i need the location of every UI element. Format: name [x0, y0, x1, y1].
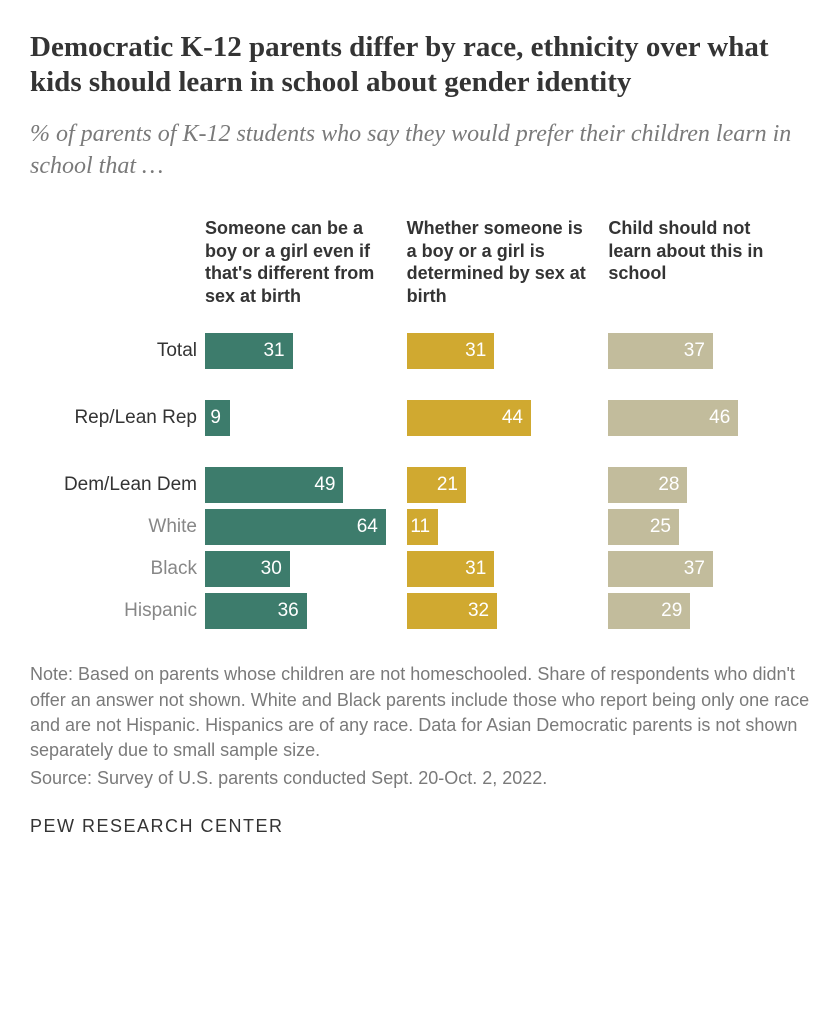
bar: 11 — [407, 509, 438, 545]
row-label: Black — [30, 558, 205, 580]
bar-value: 31 — [465, 558, 486, 580]
row-label: White — [30, 516, 205, 538]
bar: 37 — [608, 333, 713, 369]
bar: 31 — [407, 333, 495, 369]
series-header: Child should not learn about this in sch… — [608, 217, 792, 322]
row-label: Total — [30, 340, 205, 362]
bar-value: 44 — [502, 407, 523, 429]
bar: 31 — [407, 551, 495, 587]
bar: 46 — [608, 400, 738, 436]
bar-value: 31 — [465, 340, 486, 362]
row-label: Hispanic — [30, 600, 205, 622]
series-column: Someone can be a boy or a girl even if t… — [205, 217, 407, 632]
series-header: Someone can be a boy or a girl even if t… — [205, 217, 389, 322]
bar: 28 — [608, 467, 687, 503]
series-header: Whether someone is a boy or a girl is de… — [407, 217, 591, 322]
bar-value: 29 — [661, 600, 682, 622]
bar: 29 — [608, 593, 690, 629]
bar-value: 28 — [658, 474, 679, 496]
chart-container: Total Rep/Lean Rep Dem/Lean Dem White Black H… — [30, 217, 810, 632]
bar: 21 — [407, 467, 466, 503]
bar-value: 32 — [468, 600, 489, 622]
bar-value: 9 — [210, 407, 221, 429]
row-label: Rep/Lean Rep — [30, 407, 205, 429]
bar: 64 — [205, 509, 386, 545]
chart-title: Democratic K-12 parents differ by race, … — [30, 30, 810, 100]
bar-value: 36 — [278, 600, 299, 622]
bar-value: 30 — [261, 558, 282, 580]
bar: 31 — [205, 333, 293, 369]
chart-note: Note: Based on parents whose children ar… — [30, 662, 810, 763]
footer-attribution: PEW RESEARCH CENTER — [30, 816, 810, 837]
chart-subtitle: % of parents of K-12 students who say th… — [30, 118, 810, 183]
series-column: Child should not learn about this in sch… — [608, 217, 810, 632]
bar-value: 46 — [709, 407, 730, 429]
bar-value: 11 — [410, 516, 430, 538]
bar-value: 37 — [684, 340, 705, 362]
bar-value: 25 — [650, 516, 671, 538]
bar-value: 31 — [263, 340, 284, 362]
bar: 37 — [608, 551, 713, 587]
bar: 49 — [205, 467, 343, 503]
bar-value: 64 — [357, 516, 378, 538]
row-label: Dem/Lean Dem — [30, 474, 205, 496]
bar: 44 — [407, 400, 531, 436]
bar: 36 — [205, 593, 307, 629]
bar-value: 21 — [437, 474, 458, 496]
bar: 32 — [407, 593, 497, 629]
bar: 25 — [608, 509, 679, 545]
bar: 30 — [205, 551, 290, 587]
chart-source: Source: Survey of U.S. parents conducted… — [30, 766, 810, 791]
series-column: Whether someone is a boy or a girl is de… — [407, 217, 609, 632]
bar-value: 49 — [314, 474, 335, 496]
row-labels-column: Total Rep/Lean Rep Dem/Lean Dem White Black H… — [30, 217, 205, 632]
bar: 9 — [205, 400, 230, 436]
bar-value: 37 — [684, 558, 705, 580]
